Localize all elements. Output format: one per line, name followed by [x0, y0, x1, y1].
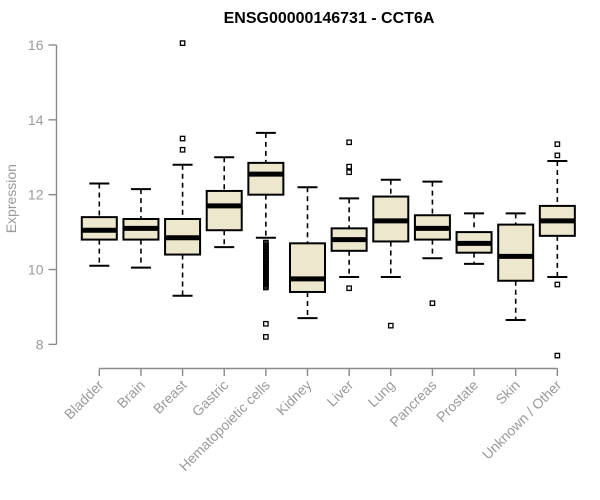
outlier-point-hematopoietic-cells	[263, 241, 269, 247]
outlier-point-hematopoietic-cells	[263, 251, 269, 258]
outlier-point-hematopoietic-cells	[263, 275, 269, 282]
outlier-point-liver	[346, 163, 352, 170]
outlier-point-hematopoietic-cells	[263, 320, 269, 327]
outlier-point-hematopoietic-cells	[263, 244, 269, 250]
outlier-point-liver	[346, 139, 352, 146]
outlier-point-hematopoietic-cells	[263, 250, 269, 256]
outlier-point-breast	[179, 135, 186, 142]
outlier-point-hematopoietic-cells	[263, 281, 269, 288]
x-tick-label: Kidney	[273, 377, 315, 419]
x-tick-label: Bladder	[61, 377, 107, 423]
outlier-point-hematopoietic-cells	[263, 269, 269, 276]
outlier-point-hematopoietic-cells	[263, 253, 269, 259]
outlier-point-breast	[179, 40, 186, 46]
y-tick-label: 14	[28, 112, 44, 128]
y-tick-label: 16	[28, 37, 44, 53]
outlier-point-pancreas	[429, 300, 436, 307]
x-tick-label: Lung	[365, 377, 398, 410]
outlier-point-breast	[179, 146, 186, 153]
chart-title: ENSG00000146731 - CCT6A	[223, 10, 435, 27]
outlier-point-hematopoietic-cells	[263, 277, 269, 283]
outlier-point-hematopoietic-cells	[263, 268, 269, 274]
y-tick-label: 10	[28, 262, 44, 278]
outlier-point-hematopoietic-cells	[263, 245, 269, 252]
outlier-point-hematopoietic-cells	[263, 247, 269, 253]
outlier-point-hematopoietic-cells	[263, 256, 269, 262]
outlier-point-lung	[387, 322, 394, 329]
outlier-point-hematopoietic-cells	[263, 274, 269, 280]
outlier-point-hematopoietic-cells	[263, 262, 269, 268]
outlier-point-hematopoietic-cells	[263, 283, 269, 289]
box-kidney	[289, 242, 326, 293]
y-axis-title: Expression	[3, 164, 19, 233]
outlier-point-unknown-other	[554, 281, 561, 288]
box-hematopoietic-cells	[247, 161, 285, 196]
outlier-point-hematopoietic-cells	[263, 334, 269, 340]
outlier-point-unknown-other	[554, 141, 561, 148]
x-tick-label: Skin	[492, 377, 523, 408]
y-tick-label: 8	[36, 336, 44, 352]
box-gastric	[205, 189, 243, 232]
outlier-point-hematopoietic-cells	[263, 263, 269, 270]
y-tick-label: 12	[28, 187, 44, 203]
x-tick-label: Brain	[114, 377, 148, 411]
x-tick-label: Unknown / Other	[479, 377, 565, 463]
outlier-point-hematopoietic-cells	[263, 259, 269, 265]
outlier-point-hematopoietic-cells	[263, 239, 269, 246]
x-tick-label: Prostate	[433, 377, 481, 425]
outlier-point-hematopoietic-cells	[263, 280, 269, 286]
x-tick-label: Liver	[323, 377, 356, 410]
outlier-point-hematopoietic-cells	[263, 248, 269, 255]
outlier-point-hematopoietic-cells	[263, 278, 269, 285]
outlier-point-hematopoietic-cells	[263, 242, 269, 249]
outlier-point-hematopoietic-cells	[263, 265, 269, 271]
outlier-point-hematopoietic-cells	[263, 254, 269, 261]
outlier-point-hematopoietic-cells	[263, 284, 269, 291]
x-tick-label: Breast	[150, 377, 190, 417]
outlier-point-hematopoietic-cells	[263, 272, 269, 279]
outlier-point-liver	[346, 285, 352, 292]
outlier-point-unknown-other	[554, 352, 561, 359]
outlier-point-liver	[346, 169, 352, 176]
outlier-point-hematopoietic-cells	[263, 260, 269, 267]
outlier-point-hematopoietic-cells	[263, 266, 269, 273]
box-skin	[497, 223, 535, 282]
outlier-point-hematopoietic-cells	[263, 257, 269, 264]
outlier-point-hematopoietic-cells	[263, 271, 269, 277]
outlier-point-unknown-other	[554, 152, 561, 159]
